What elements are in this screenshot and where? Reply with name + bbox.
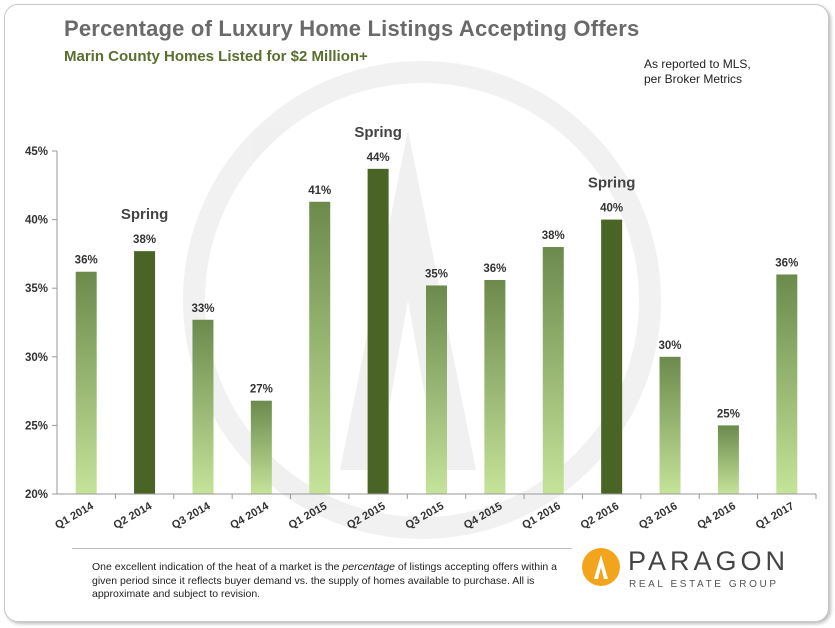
footer-text-part-2: of listings accepting offers within a gi… [92,561,558,600]
x-tick-label: Q1 2014 [53,500,96,532]
x-tick-label: Q4 2014 [228,500,271,532]
source-note-line-1: As reported to MLS, [644,57,751,71]
data-label: 35% [425,268,448,280]
data-label: 38% [133,234,156,246]
x-tick-label: Q2 2016 [579,500,622,531]
bar-spring [601,219,623,494]
axis-layer: 20% 25% 30% 35% 40% 45% [25,146,817,501]
data-label: 27% [250,384,273,396]
spring-annotation: Spring [121,206,169,223]
paragon-logo: PARAGON REAL ESTATE GROUP [582,546,812,596]
footer-divider [72,548,572,549]
source-note: As reported to MLS, per Broker Metrics [644,57,794,87]
footer-description: One excellent indication of the heat of … [92,561,562,602]
data-label: 40% [600,203,623,215]
data-label: 36% [75,255,98,267]
logo-tagline: REAL ESTATE GROUP [629,579,779,590]
x-tick-label: Q3 2016 [637,500,680,531]
x-tick-label: Q3 2014 [170,500,213,532]
bar [659,356,681,494]
data-label: 25% [717,408,740,420]
spring-annotation: Spring [354,124,402,141]
data-label: 33% [191,303,214,315]
bar [192,319,214,494]
y-tick-label: 20% [25,489,48,501]
data-label: 41% [308,185,331,197]
chart-title: Percentage of Luxury Home Listings Accep… [64,16,640,41]
y-tick-label: 35% [25,283,48,295]
source-note-line-2: per Broker Metrics [644,72,743,86]
chart-subtitle: Marin County Homes Listed for $2 Million… [64,48,368,65]
y-tick-label: 40% [25,215,48,227]
y-tick-label: 45% [25,146,48,158]
bar [250,400,272,494]
data-label: 44% [367,152,390,164]
data-label: 38% [542,230,565,242]
x-tick-label: Q1 2017 [754,500,797,531]
x-tick-label: Q2 2014 [112,500,155,532]
paragon-logo-icon [582,548,620,586]
bar-spring [134,251,156,494]
x-tick-label: Q4 2016 [695,500,738,531]
bar [484,279,506,494]
logo-name: PARAGON [628,546,790,576]
bar [776,274,798,494]
bars-layer [75,168,798,494]
bar-spring [367,168,389,494]
data-label: 30% [659,340,682,352]
bar [717,425,739,494]
data-label: 36% [775,257,798,269]
y-tick-label: 30% [25,352,48,364]
data-label: 36% [483,263,506,275]
bar [426,285,447,494]
spring-annotation: Spring [588,175,636,192]
bar [542,247,564,494]
bar [309,201,331,494]
footer-text-part-1: One excellent indication of the heat of … [92,561,343,573]
y-tick-label: 25% [25,420,48,432]
bar [75,271,97,494]
footer-text-emphasis: percentage [342,561,395,573]
